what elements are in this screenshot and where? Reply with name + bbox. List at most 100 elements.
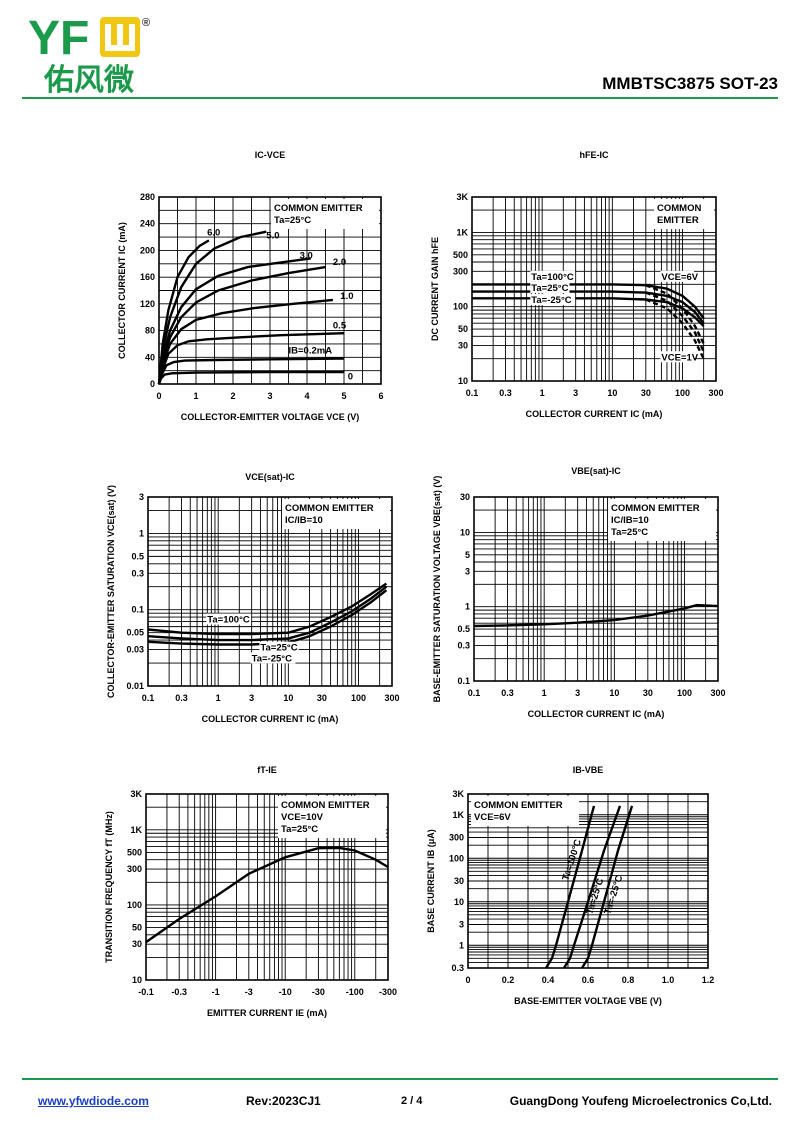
- logo-cn-text: 佑风微: [43, 64, 134, 96]
- y-axis-label: COLLECTOR CURRENT IC (mA): [117, 222, 127, 359]
- website-link[interactable]: www.yfwdiode.com: [38, 1094, 149, 1108]
- y-tick-label: 500: [453, 250, 468, 260]
- y-tick-label: 200: [140, 245, 155, 255]
- plot-frame: [471, 196, 717, 382]
- y-tick-label: 0.01: [126, 681, 144, 691]
- curve-label: Ta=100°C: [531, 272, 574, 283]
- x-tick-label: 10: [609, 688, 619, 698]
- y-axis-label: TRANSITION FREQUENCY fT (MHz): [104, 811, 114, 963]
- legend-line: IC/IB=10: [285, 515, 323, 526]
- y-axis-label: BASE CURRENT IB (μA): [426, 829, 436, 933]
- curve-label: Ta=25°C: [260, 643, 297, 654]
- x-tick-label: 0.6: [582, 975, 595, 985]
- y-tick-label: 1K: [456, 227, 468, 237]
- y-tick-label: 100: [449, 853, 464, 863]
- x-tick-label: 30: [643, 688, 653, 698]
- y-tick-label: 500: [127, 847, 142, 857]
- y-axis-label: BASE-EMITTER SATURATION VOLTAGE VBE(sat)…: [432, 476, 442, 703]
- logo-w-mark: [105, 24, 135, 51]
- curve-label: Ta=-25°C: [531, 295, 571, 306]
- series-line-0: [157, 239, 210, 385]
- x-tick-label: 3: [249, 693, 254, 703]
- series-line-3: [157, 265, 326, 385]
- y-tick-label: 300: [453, 266, 468, 276]
- legend-background: [282, 499, 390, 529]
- y-tick-label: 120: [140, 299, 155, 309]
- y-tick-label: 10: [460, 527, 470, 537]
- y-tick-label: 0.5: [131, 551, 144, 561]
- series-line-5: [645, 298, 705, 360]
- legend-line: IC/IB=10: [611, 515, 649, 526]
- curve-label-bg: [660, 351, 694, 363]
- y-tick-label: 1: [465, 602, 470, 612]
- chart-title: VCE(sat)-IC: [245, 472, 295, 482]
- x-tick-label: -0.3: [171, 987, 187, 997]
- series-line-2: [157, 257, 311, 385]
- legend-line: COMMON EMITTER: [281, 800, 370, 811]
- x-tick-label: 0.3: [175, 693, 188, 703]
- x-tick-label: 3: [267, 391, 272, 401]
- y-tick-label: 0.03: [126, 645, 144, 655]
- plot-frame: [147, 496, 393, 687]
- x-tick-label: 0.4: [542, 975, 555, 985]
- x-tick-label: 1: [542, 688, 547, 698]
- y-tick-label: 1: [139, 528, 144, 538]
- y-tick-label: 30: [132, 939, 142, 949]
- legend-line: VCE=10V: [281, 812, 324, 823]
- x-tick-label: 5: [341, 391, 346, 401]
- x-axis-label: COLLECTOR CURRENT IC (mA): [528, 709, 665, 719]
- chart-title: IB-VBE: [573, 765, 604, 775]
- y-tick-label: 3: [465, 566, 470, 576]
- x-tick-label: -300: [379, 987, 397, 997]
- revision-label: Rev:2023CJ1: [246, 1094, 321, 1108]
- y-tick-label: 80: [145, 326, 155, 336]
- registered-mark: ®: [142, 17, 150, 29]
- curve-label: 3.0: [300, 250, 313, 261]
- legend-line: COMMON EMITTER: [474, 800, 563, 811]
- legend-line: COMMON: [657, 203, 701, 214]
- curve-label: 2.0: [333, 257, 346, 268]
- chart-title: hFE-IC: [580, 150, 609, 160]
- y-tick-label: 280: [140, 192, 155, 202]
- series-line-1: [147, 585, 388, 642]
- series-line-5: [157, 332, 345, 385]
- x-tick-label: -10: [279, 987, 292, 997]
- series-line-3: [645, 284, 705, 345]
- y-tick-label: 1K: [452, 810, 464, 820]
- header-divider: [22, 97, 778, 99]
- plot-frame: [145, 793, 389, 981]
- chart-vcesat-ic: VCE(sat)-IC 0.1 0.3 1 3 10 30 100 300 0.01 0.03 0.0…: [106, 472, 400, 724]
- chart-vbesat-ic: VBE(sat)-IC 0.1 0.3 1 3 10 30 100 300 0.1 0.3 0.5 1 3…: [432, 466, 726, 719]
- logo-graphic: YF ® 佑风微: [28, 12, 150, 97]
- series-line-6: [157, 357, 345, 385]
- x-tick-label: 0.1: [468, 688, 481, 698]
- series-line-2: [472, 297, 705, 327]
- chart-ib-vbe: IB-VBE 0 0.2 0.4 0.6 0.8 1.0 1.2 0.3 1 3 10 30 100 300…: [426, 765, 714, 1006]
- x-tick-label: -0.1: [138, 987, 154, 997]
- series-line-0: [145, 846, 389, 944]
- series-line-4: [645, 291, 705, 352]
- y-tick-label: 100: [127, 900, 142, 910]
- curve-label: 0: [348, 371, 353, 382]
- plot-frame: [158, 196, 382, 385]
- x-tick-label: 0.1: [142, 693, 155, 703]
- chart-title: IC-VCE: [255, 150, 286, 160]
- y-tick-label: 0.5: [457, 624, 470, 634]
- y-tick-label: 0.3: [131, 568, 144, 578]
- legend-line: COMMON EMITTER: [285, 503, 374, 514]
- y-tick-label: 1K: [130, 825, 142, 835]
- legend-line: EMITTER: [657, 215, 699, 226]
- curve-label-bg: [530, 281, 570, 293]
- x-tick-label: 0: [465, 975, 470, 985]
- y-tick-label: 30: [458, 341, 468, 351]
- part-number: MMBTSC3875 SOT-23: [602, 74, 778, 93]
- x-tick-label: 1.0: [662, 975, 675, 985]
- x-tick-label: 4: [304, 391, 309, 401]
- page-number: 2 / 4: [401, 1095, 423, 1107]
- y-tick-label: 0.1: [131, 605, 144, 615]
- series-line-1: [157, 230, 267, 385]
- x-axis-label: BASE-EMITTER VOLTAGE VBE (V): [514, 996, 662, 1006]
- y-tick-label: 3K: [452, 789, 464, 799]
